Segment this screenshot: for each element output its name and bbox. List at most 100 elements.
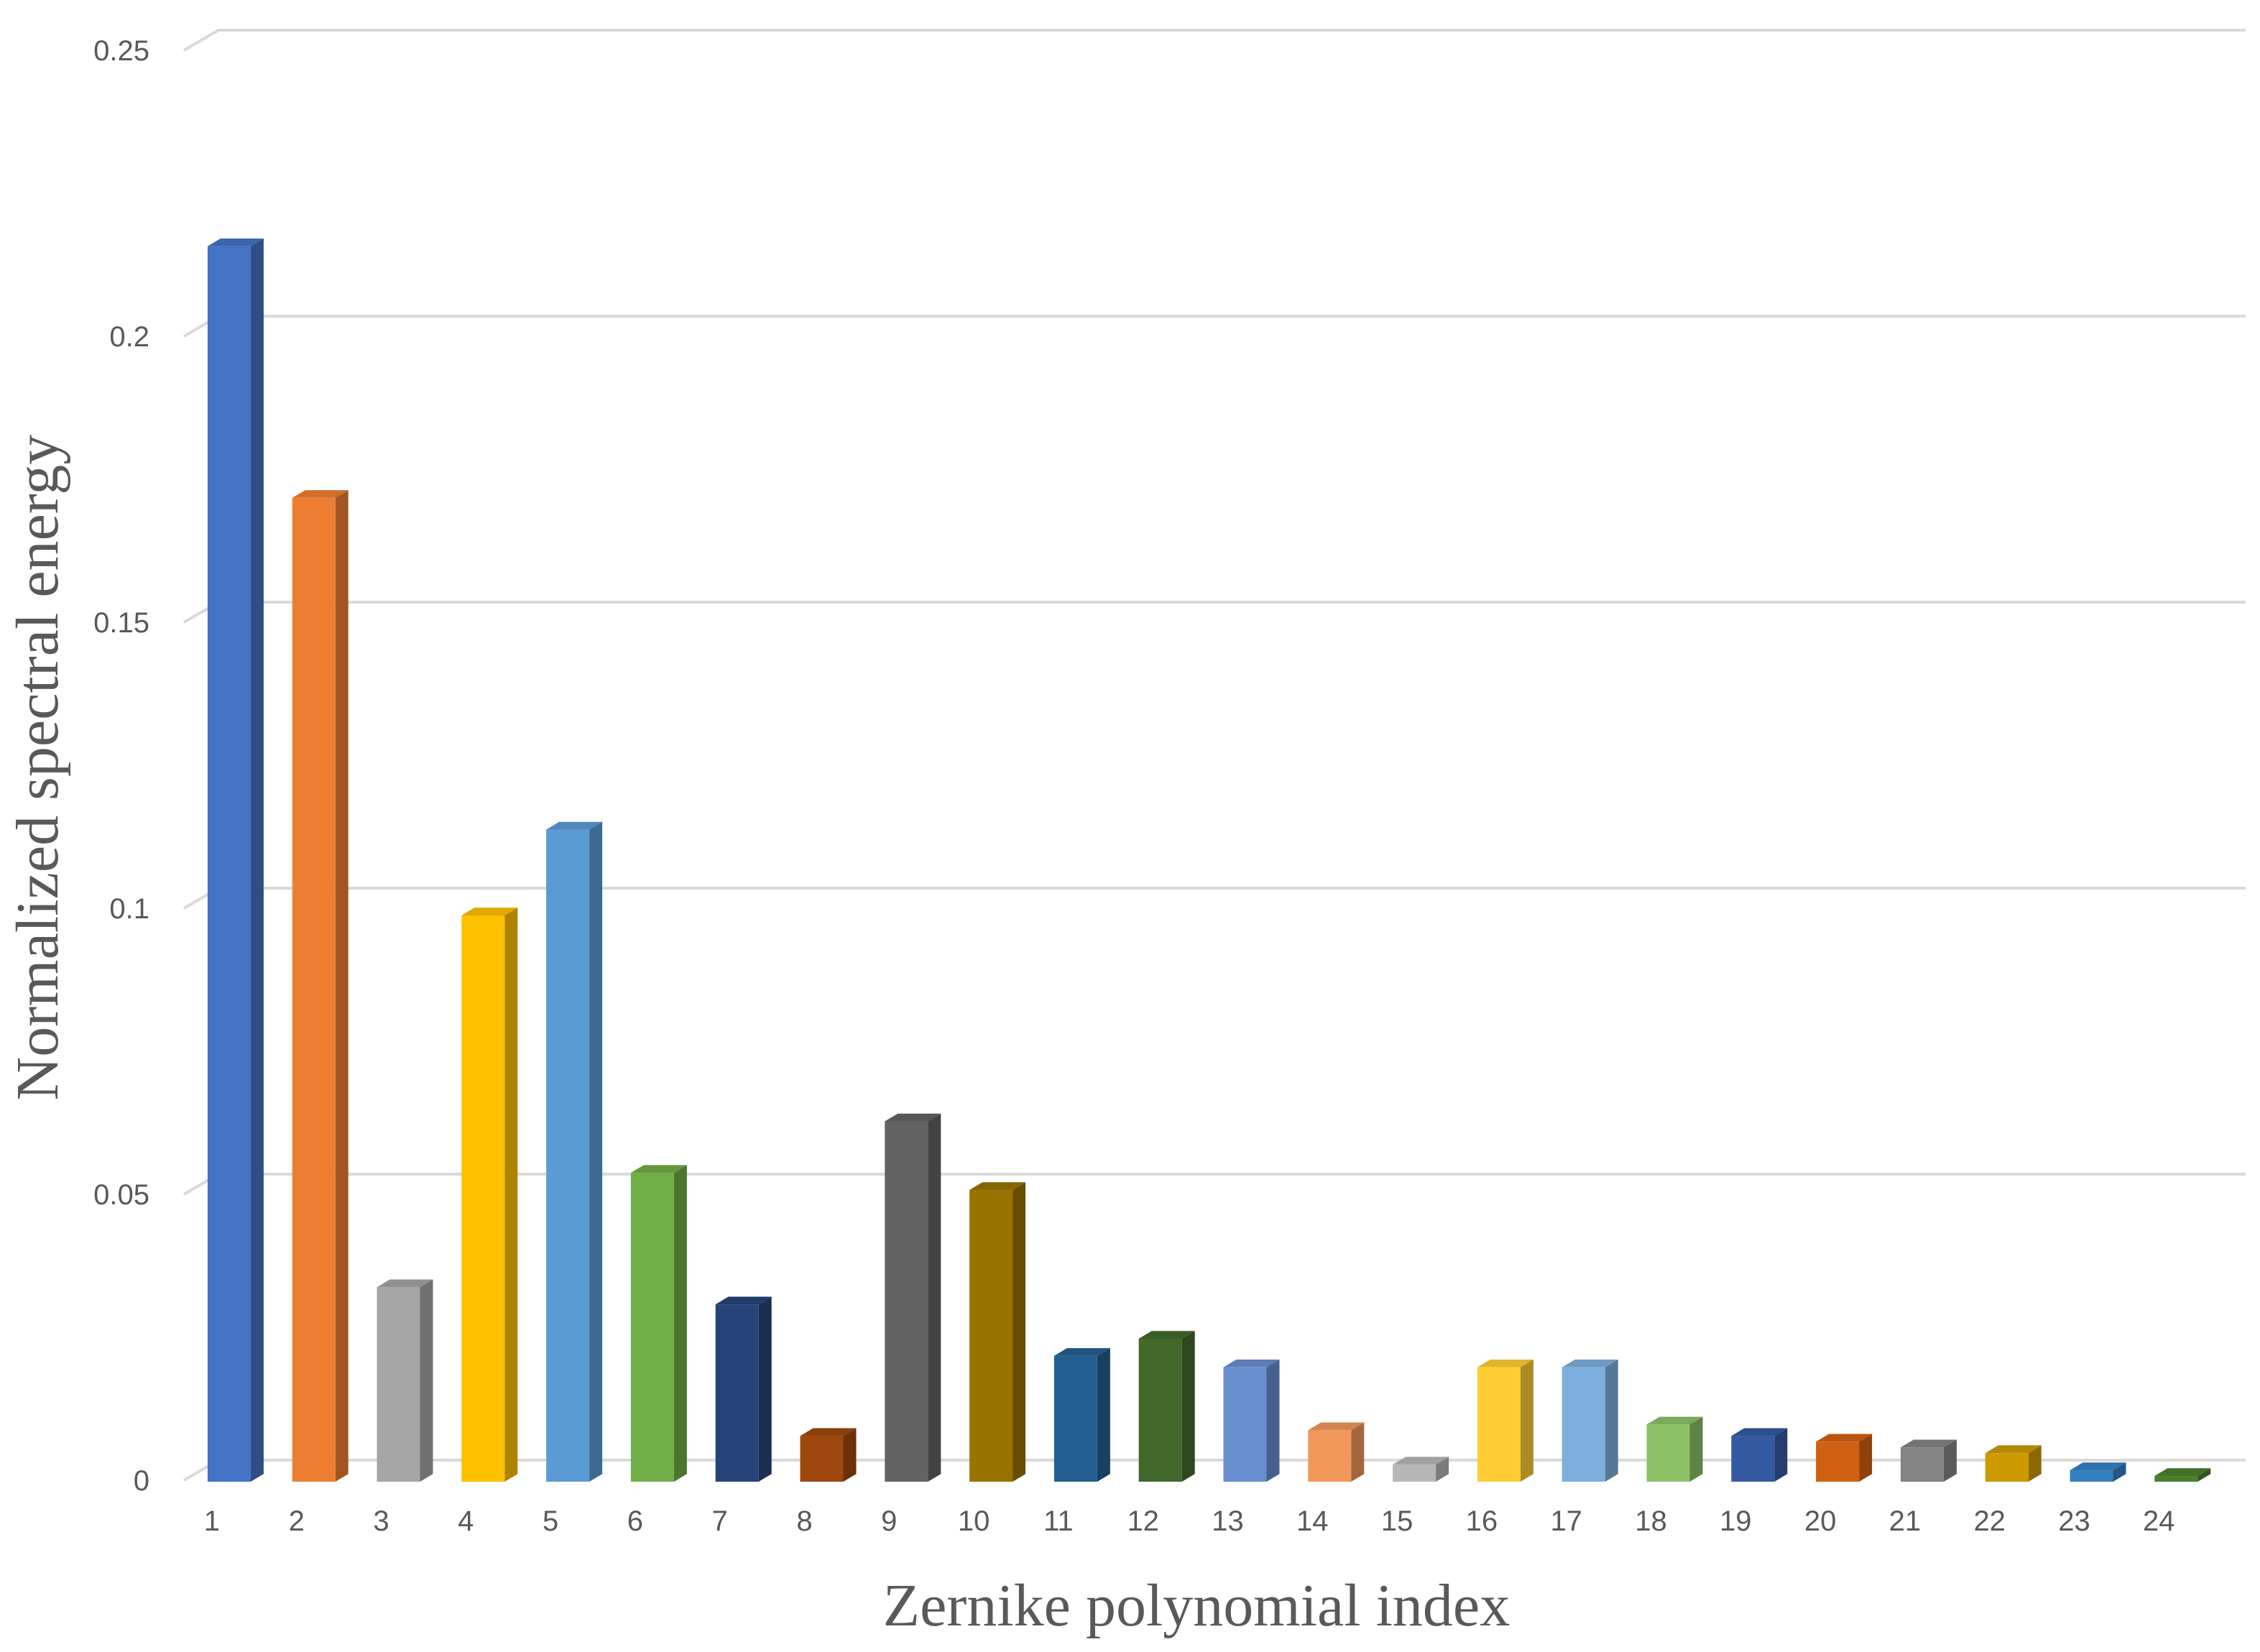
bar-side [250,238,264,1482]
bar-top [1308,1422,1365,1431]
bar [2154,1468,2211,1482]
bar-top [1393,1457,1449,1465]
bar-side [1859,1434,1873,1482]
x-tick-label: 5 [543,1505,558,1537]
x-tick-label: 13 [1212,1505,1244,1537]
bar-front [1223,1367,1267,1482]
bar-top [292,490,349,498]
bar-side [1013,1182,1026,1482]
bar-top [461,908,518,915]
bar [715,1296,772,1482]
bar [969,1182,1026,1482]
x-tick-label: 2 [289,1505,305,1537]
bar-front [2154,1476,2198,1482]
bar-side [1689,1416,1703,1482]
bar [630,1165,687,1482]
bar-front [1985,1453,2029,1482]
bar-side [843,1428,857,1482]
bar-front [207,246,251,1482]
bar [377,1279,433,1482]
bar-front [1731,1436,1775,1482]
bar [1900,1439,1957,1482]
bar [546,821,603,1482]
bar-top [2154,1468,2211,1477]
bar-side [1436,1457,1449,1482]
x-tick-label: 6 [627,1505,643,1537]
x-tick-label: 3 [373,1505,389,1537]
bar-top [969,1182,1026,1191]
bar-front [1053,1355,1097,1482]
bar-side [2113,1462,2126,1482]
y-axis-title: Normalized spectral energy [4,435,71,1101]
bar-side [1520,1360,1533,1482]
bar [292,490,349,1482]
x-tick-label: 12 [1127,1505,1159,1537]
bar-front [1308,1430,1352,1482]
bars [207,238,2211,1482]
bar-front [1477,1367,1521,1482]
bar-side [1943,1439,1957,1482]
gridline [183,315,2246,338]
bar-top [207,238,264,246]
bar-top [1223,1360,1280,1367]
bar-front [1900,1447,1944,1482]
bar-top [1053,1348,1110,1356]
bar [1477,1360,1533,1482]
x-tick-label: 22 [1973,1505,2006,1537]
y-tick-label: 0.25 [93,35,149,67]
bar-top [1900,1439,1957,1448]
bar-front [1393,1464,1436,1482]
bar-side [2028,1445,2042,1482]
bar-front [630,1173,674,1482]
bar-front [461,915,505,1482]
bar [1053,1348,1110,1482]
bar-side [758,1296,772,1482]
bar [1816,1434,1873,1482]
bar-front [292,497,336,1482]
bar [207,238,264,1482]
x-tick-label: 1 [204,1505,220,1537]
bar-front [1816,1441,1860,1482]
bar-top [1731,1428,1788,1436]
x-tick-label: 8 [796,1505,812,1537]
bar-front [1646,1424,1690,1482]
bar-front [969,1190,1013,1482]
bar-front [2070,1470,2113,1482]
bar-front [1138,1339,1182,1482]
bar [1138,1331,1195,1482]
gridline [183,887,2246,910]
bar-side [335,490,349,1482]
bar [1562,1360,1618,1482]
x-tick-label: 20 [1804,1505,1837,1537]
bar-top [1646,1416,1703,1425]
bar-side [673,1165,687,1482]
bar-top [885,1113,941,1122]
bar-top [630,1165,687,1173]
bar-front [1562,1367,1605,1482]
y-tick-label: 0.15 [93,607,149,639]
bar-front [885,1121,928,1482]
x-tick-label: 15 [1381,1505,1413,1537]
x-tick-label: 14 [1296,1505,1329,1537]
x-tick-label: 23 [2058,1505,2090,1537]
x-tick-label: 10 [958,1505,990,1537]
x-tick-label: 7 [712,1505,728,1537]
bar-front [800,1436,844,1482]
bar [1393,1457,1449,1482]
bar-top [1562,1360,1618,1367]
bar-top [377,1279,433,1288]
bar-top [715,1296,772,1305]
bar-side [1774,1428,1788,1482]
x-tick-label: 16 [1466,1505,1498,1537]
bar [461,908,518,1482]
bar-top [546,821,603,830]
x-tick-label: 17 [1550,1505,1582,1537]
bar-side [589,821,603,1482]
gridline [183,601,2246,624]
x-axis-title: Zernike polynomial index [883,1572,1510,1639]
bar-top [1816,1434,1873,1442]
y-tick-label: 0.05 [93,1179,149,1211]
bar-side [1605,1360,1618,1482]
y-tick-label: 0.2 [109,321,149,353]
